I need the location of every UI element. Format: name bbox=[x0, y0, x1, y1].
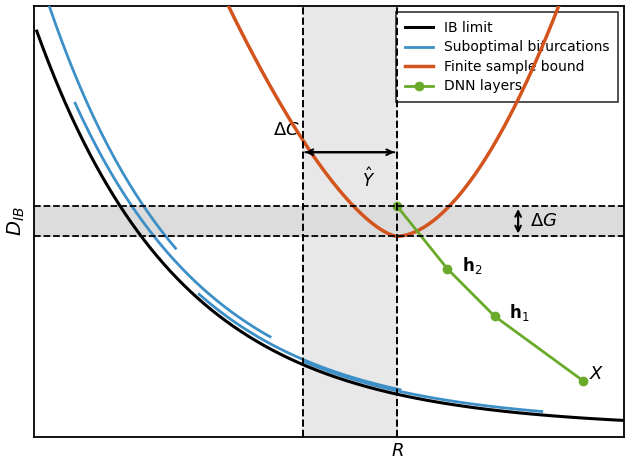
IB limit bbox=[408, 394, 415, 400]
Finite sample bound bbox=[530, 62, 538, 68]
Text: $\Delta C$: $\Delta C$ bbox=[273, 121, 300, 139]
IB limit bbox=[390, 391, 398, 396]
Finite sample bound bbox=[393, 233, 401, 239]
IB limit bbox=[621, 418, 628, 423]
Legend: IB limit, Suboptimal bifurcations, Finite sample bound, DNN layers: IB limit, Suboptimal bifurcations, Finit… bbox=[396, 13, 617, 102]
DNN layers bbox=[580, 378, 587, 384]
Finite sample bound bbox=[367, 219, 374, 225]
Text: $\mathbf{h}_1$: $\mathbf{h}_1$ bbox=[509, 302, 530, 323]
Finite sample bound bbox=[326, 176, 334, 182]
Finite sample bound bbox=[221, 0, 229, 1]
DNN layers bbox=[491, 313, 498, 319]
IB limit bbox=[479, 406, 486, 411]
Bar bbox=[34, 206, 624, 236]
Text: $X$: $X$ bbox=[589, 365, 604, 383]
IB limit bbox=[539, 412, 547, 418]
Line: Finite sample bound: Finite sample bound bbox=[225, 0, 561, 236]
Text: $\Delta G$: $\Delta G$ bbox=[530, 212, 558, 230]
IB limit bbox=[33, 28, 40, 34]
Text: $\mathbf{h}_2$: $\mathbf{h}_2$ bbox=[462, 255, 483, 276]
Finite sample bound bbox=[312, 157, 320, 163]
Finite sample bound bbox=[381, 229, 389, 235]
Y-axis label: $D_{IB}$: $D_{IB}$ bbox=[6, 206, 27, 236]
DNN layers bbox=[393, 203, 401, 209]
Finite sample bound bbox=[259, 70, 266, 76]
IB limit bbox=[69, 116, 77, 122]
DNN layers bbox=[444, 266, 451, 272]
Finite sample bound bbox=[558, 0, 565, 2]
Line: IB limit: IB limit bbox=[37, 31, 624, 420]
Line: DNN layers: DNN layers bbox=[393, 202, 587, 385]
IB limit bbox=[374, 387, 382, 392]
Bar bbox=[302, 6, 397, 437]
Text: $\hat{Y}$: $\hat{Y}$ bbox=[362, 167, 375, 191]
